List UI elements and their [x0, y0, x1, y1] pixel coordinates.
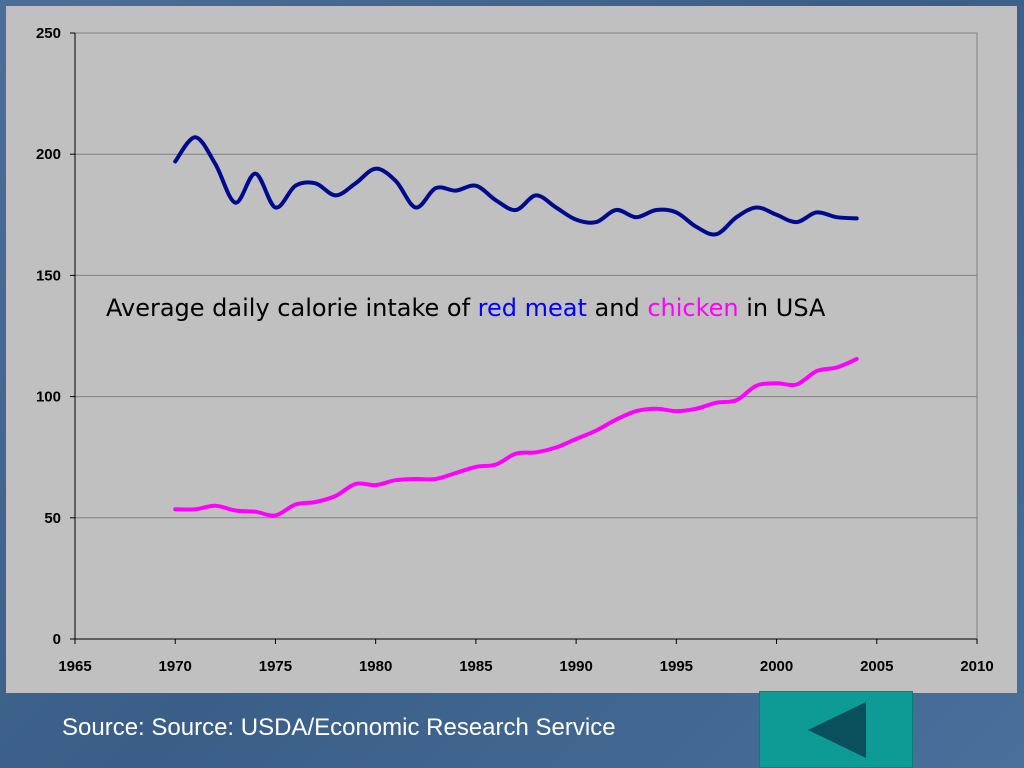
- y-tick-label: 150: [36, 267, 61, 284]
- annotation-and: and: [586, 294, 648, 322]
- series-line-chicken: [173, 357, 859, 518]
- source-note: Source: Source: USDA/Economic Research S…: [62, 714, 616, 741]
- series-line-red-meat: [173, 135, 859, 237]
- y-tick-label: 50: [44, 510, 61, 527]
- annotation-prefix: Average daily calorie intake of: [106, 294, 478, 322]
- chart-area: 0 50 100 150 200 250 1965 1970 1975 1980 1985 1990 1…: [6, 6, 1017, 693]
- back-button[interactable]: [759, 691, 913, 768]
- y-tick-label: 250: [36, 25, 61, 42]
- annotation-red-meat: red meat: [477, 294, 587, 322]
- chart-annotation: Average daily calorie intake of red meat…: [106, 294, 825, 322]
- annotation-suffix: in USA: [738, 294, 826, 322]
- y-tick-label: 100: [36, 389, 61, 406]
- y-tick-label: 0: [53, 631, 61, 648]
- x-tick-label: 2010: [960, 658, 993, 675]
- x-tick-label: 1970: [159, 658, 192, 675]
- x-tick-label: 1965: [58, 658, 91, 675]
- x-tick-label: 2005: [860, 658, 893, 675]
- line-chart: 0 50 100 150 200 250 1965 1970 1975 1980 1985 1990 1…: [36, 25, 994, 675]
- plot-border: [74, 32, 978, 640]
- back-arrow-icon: [808, 702, 866, 758]
- x-tick-label: 1985: [459, 658, 492, 675]
- x-tick-label: 2000: [760, 658, 793, 675]
- y-tick-label: 200: [36, 146, 61, 163]
- annotation-chicken: chicken: [647, 294, 739, 322]
- x-tick-label: 1975: [259, 658, 292, 675]
- x-tick-label: 1990: [559, 658, 592, 675]
- x-tick-label: 1995: [660, 658, 693, 675]
- x-tick-label: 1980: [359, 658, 392, 675]
